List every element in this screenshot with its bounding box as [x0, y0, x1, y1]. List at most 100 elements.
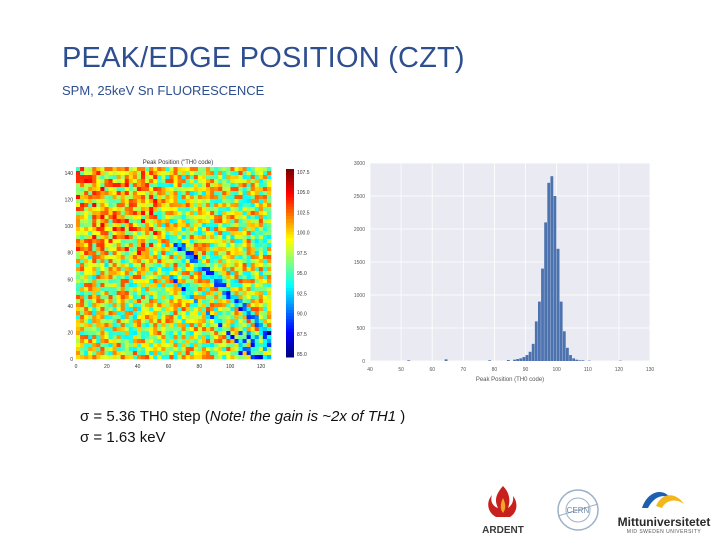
heatmap-cell — [116, 267, 121, 272]
heatmap-cell — [185, 199, 191, 204]
heatmap-cell — [80, 191, 85, 196]
heatmap-cell — [80, 187, 85, 192]
heatmap-cell — [132, 339, 138, 344]
heatmap-cell — [153, 179, 158, 184]
heatmap-cell — [210, 175, 215, 180]
heatmap-cell — [136, 199, 142, 204]
heatmap-cell — [136, 311, 142, 316]
heatmap-cell — [238, 335, 243, 340]
heatmap-cell — [266, 251, 272, 256]
heatmap-cell — [234, 175, 239, 180]
heatmap-cell — [266, 179, 272, 184]
heatmap-cell — [262, 227, 268, 232]
heatmap-cell — [230, 295, 235, 300]
heatmap-cell — [262, 299, 268, 304]
heatmap-cell — [218, 191, 223, 196]
heatmap-cell — [218, 235, 223, 240]
heatmap-cell — [234, 171, 239, 176]
colorbar-segment — [286, 237, 294, 242]
heatmap-cell — [206, 219, 211, 224]
heatmap-cell — [157, 327, 162, 332]
heatmap-cell — [185, 311, 191, 316]
heatmap-cell — [238, 183, 243, 188]
heatmap-cell — [181, 251, 186, 256]
heatmap-cell — [177, 223, 182, 228]
heatmap-cell — [177, 227, 182, 232]
heatmap-cell — [149, 331, 154, 336]
heatmap-cell — [136, 283, 142, 288]
heatmap-cell — [84, 299, 89, 304]
heatmap-cell — [242, 307, 247, 312]
heatmap-cell — [242, 271, 247, 276]
heatmap-cell — [124, 299, 130, 304]
heatmap-cell — [197, 179, 203, 184]
heatmap-cell — [100, 315, 105, 320]
heatmap-cell — [157, 187, 162, 192]
heatmap-cell — [169, 275, 174, 280]
heatmap-cell — [96, 343, 101, 348]
histogram-bar — [581, 360, 585, 361]
heatmap-cell — [189, 335, 195, 340]
heatmap-cell — [234, 223, 239, 228]
heatmap-cell — [258, 223, 264, 228]
heatmap-cell — [201, 199, 207, 204]
heatmap-cell — [189, 315, 195, 320]
colorbar-segment — [286, 212, 294, 217]
colorbar-tick-label: 107.5 — [297, 170, 310, 176]
heatmap-cell — [132, 187, 138, 192]
heatmap-cell — [266, 335, 272, 340]
heatmap-cell — [84, 231, 89, 236]
heatmap-cell — [266, 187, 272, 192]
heatmap-cell — [169, 203, 174, 208]
heatmap-cell — [108, 275, 113, 280]
heatmap-cell — [266, 211, 272, 216]
heatmap-cell — [226, 287, 231, 292]
heatmap-cell — [88, 207, 93, 212]
heatmap-cell — [173, 347, 178, 352]
heatmap-cell — [141, 207, 146, 212]
heatmap-cell — [201, 347, 207, 352]
heatmap-cell — [193, 291, 199, 296]
heatmap-cell — [242, 327, 247, 332]
heatmap-cell — [120, 275, 126, 280]
heatmap-cell — [128, 243, 134, 248]
heatmap-cell — [92, 247, 97, 252]
heatmap-cell — [108, 331, 113, 336]
heatmap-cell — [76, 299, 81, 304]
heatmap-cell — [157, 231, 162, 236]
heatmap-cell — [157, 171, 162, 176]
heatmap-cell — [201, 235, 207, 240]
heatmap-cell — [161, 231, 166, 236]
heatmap-cell — [214, 315, 219, 320]
heatmap-cell — [165, 263, 170, 268]
heatmap-cell — [197, 211, 203, 216]
heatmap-cell — [92, 243, 97, 248]
heatmap-cell — [96, 319, 101, 324]
heatmap-cell — [189, 239, 195, 244]
heatmap-cell — [226, 247, 231, 252]
histogram-bar — [544, 222, 548, 361]
histogram-bar — [569, 355, 572, 361]
heatmap-cell — [132, 231, 138, 236]
heatmap-cell — [201, 287, 207, 292]
heatmap-cell — [141, 195, 146, 200]
heatmap-cell — [161, 187, 166, 192]
heatmap-cell — [246, 239, 251, 244]
heatmap-cell — [124, 355, 130, 360]
heatmap-cell — [92, 327, 97, 332]
heatmap-cell — [262, 251, 268, 256]
heatmap-cell — [100, 207, 105, 212]
heatmap-cell — [210, 187, 215, 192]
heatmap-cell — [157, 339, 162, 344]
heatmap-cell — [84, 259, 89, 264]
heatmap-cell — [124, 211, 130, 216]
heatmap-cell — [266, 351, 272, 356]
heatmap-cell — [80, 259, 85, 264]
heatmap-cell — [145, 207, 150, 212]
heatmap-cell — [189, 267, 195, 272]
heatmap-cell — [169, 295, 174, 300]
heatmap-cell — [141, 283, 146, 288]
heatmap-cell — [262, 271, 268, 276]
heatmap-cell — [254, 171, 260, 176]
heatmap-cell — [262, 187, 268, 192]
